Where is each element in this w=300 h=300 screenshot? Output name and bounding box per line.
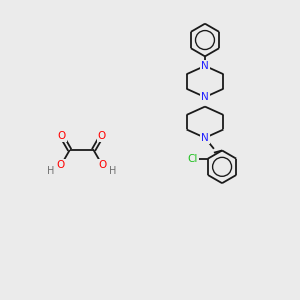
Text: O: O [98, 160, 106, 170]
Text: H: H [47, 166, 55, 176]
Text: N: N [201, 61, 209, 71]
Text: O: O [57, 160, 65, 170]
Text: O: O [98, 131, 106, 141]
Text: Cl: Cl [188, 154, 198, 164]
Text: O: O [58, 131, 66, 141]
Text: N: N [201, 133, 209, 143]
Text: N: N [201, 92, 209, 102]
Text: H: H [109, 166, 116, 176]
